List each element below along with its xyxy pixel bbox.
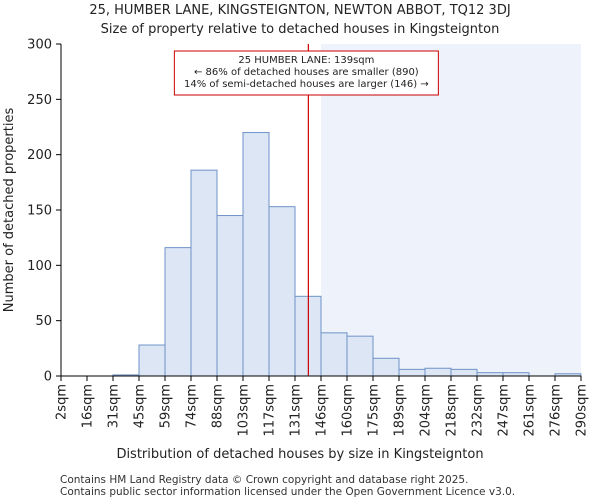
bar-204sqm (424, 367, 452, 377)
y-tick-label: 50 (35, 314, 52, 329)
x-tick-label: 59sqm (159, 384, 174, 428)
x-tick-label: 160sqm (341, 384, 356, 437)
y-axis-label: Number of detached properties (2, 108, 17, 313)
bar-175sqm (372, 357, 400, 377)
x-tick-label: 276sqm (549, 384, 564, 437)
x-axis-label: Distribution of detached houses by size … (116, 447, 483, 462)
x-tick-label: 247sqm (497, 384, 512, 437)
annotation-line2: ← 86% of detached houses are smaller (89… (194, 67, 419, 78)
annotation-line1: 25 HUMBER LANE: 139sqm (238, 55, 374, 66)
bar-103sqm (242, 132, 270, 377)
bar-59sqm (164, 247, 192, 377)
bar-189sqm (398, 368, 426, 377)
x-tick-label: 232sqm (471, 384, 486, 437)
bar-160sqm (346, 335, 374, 377)
bar-146sqm (320, 332, 348, 377)
highlight-region (321, 44, 581, 376)
bar-218sqm (450, 368, 478, 377)
x-tick-label: 117sqm (263, 384, 278, 437)
x-tick-label: 74sqm (185, 384, 200, 428)
x-tick-label: 204sqm (419, 384, 434, 437)
x-tick-label: 218sqm (445, 384, 460, 437)
y-tick-label: 0 (44, 370, 52, 385)
x-tick-label: 45sqm (133, 384, 148, 428)
plot-area: 25 HUMBER LANE: 139sqm← 86% of detached … (27, 38, 589, 437)
footer-line2: Contains public sector information licen… (60, 486, 515, 498)
x-tick-label: 131sqm (289, 384, 304, 437)
y-tick-label: 200 (27, 148, 52, 163)
annotation-line3: 14% of semi-detached houses are larger (… (184, 79, 429, 90)
x-tick-label: 189sqm (393, 384, 408, 437)
footer-line1: Contains HM Land Registry data © Crown c… (60, 474, 468, 486)
chart-title-line1: 25, HUMBER LANE, KINGSTEIGNTON, NEWTON A… (89, 3, 510, 18)
bar-88sqm (216, 215, 244, 377)
x-tick-label: 290sqm (575, 384, 590, 437)
bar-117sqm (268, 206, 296, 377)
x-tick-label: 16sqm (81, 384, 96, 428)
y-tick-label: 150 (27, 204, 52, 219)
annotation-box (173, 50, 439, 96)
bar-45sqm (138, 344, 166, 377)
x-tick-label: 103sqm (237, 384, 252, 437)
bar-74sqm (190, 169, 218, 377)
x-tick-label: 175sqm (367, 384, 382, 437)
y-tick-label: 250 (27, 93, 52, 108)
x-tick-label: 2sqm (55, 384, 70, 420)
y-tick-label: 100 (27, 259, 52, 274)
chart-title-line2: Size of property relative to detached ho… (101, 22, 500, 37)
x-tick-label: 261sqm (523, 384, 538, 437)
y-tick-label: 300 (27, 38, 52, 53)
x-tick-label: 88sqm (211, 384, 226, 428)
x-tick-label: 146sqm (315, 384, 330, 437)
x-tick-label: 31sqm (107, 384, 122, 428)
